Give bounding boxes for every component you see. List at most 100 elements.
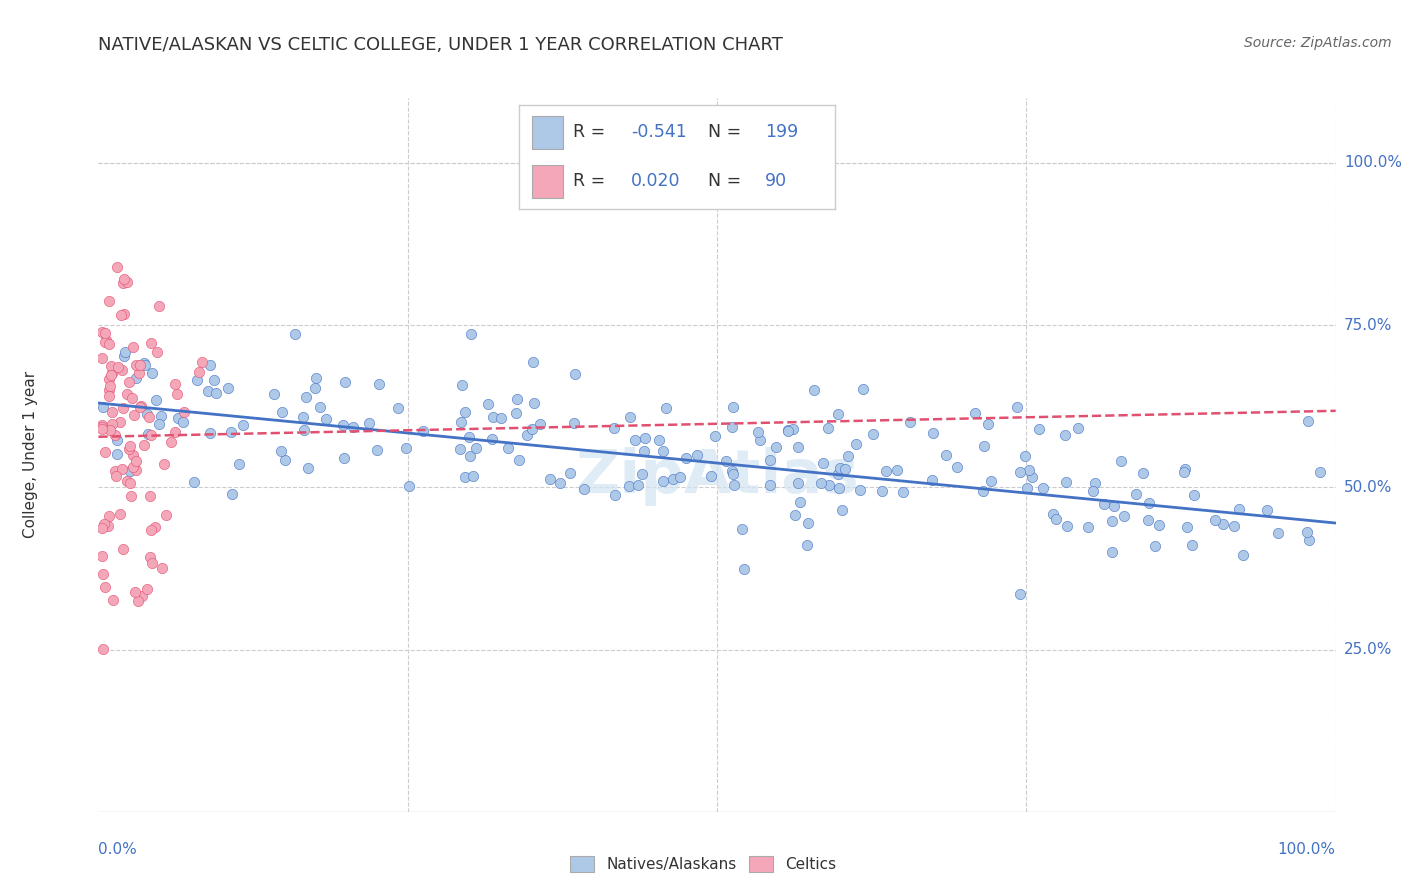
Point [217,381,239,395]
Point [1092,497,1115,511]
Point [297,461,319,475]
Point [104,464,127,478]
Point [450,415,472,429]
Point [91,351,114,365]
Point [108,415,131,429]
Point [101,417,124,431]
Point [387,401,409,415]
Point [1309,466,1331,480]
Point [124,463,146,477]
Point [482,410,505,425]
Point [308,400,330,414]
Point [104,427,127,442]
Point [1125,487,1147,501]
Text: 25.0%: 25.0% [1344,642,1392,657]
Point [98,508,121,523]
Point [631,467,654,481]
Point [505,406,527,420]
Point [108,507,131,521]
Point [1112,508,1135,523]
Point [359,416,381,430]
Point [148,417,170,432]
Point [118,476,141,491]
Point [837,449,859,463]
Point [191,355,214,369]
Point [112,272,135,286]
Point [91,567,114,582]
Text: ZipAtlas: ZipAtlas [575,447,859,506]
Point [104,469,127,483]
Point [1028,422,1050,436]
Point [115,387,138,401]
Point [127,594,149,608]
Point [675,451,697,466]
Point [122,340,145,354]
Point [1045,512,1067,526]
Point [1267,525,1289,540]
Point [263,387,285,401]
Point [342,420,364,434]
Point [1132,466,1154,480]
Point [460,327,482,342]
Point [496,441,519,455]
Point [1147,518,1170,533]
Point [153,457,176,471]
Text: 50.0%: 50.0% [1344,480,1392,495]
Point [973,439,995,453]
Point [845,437,868,451]
Point [748,433,770,447]
Point [295,390,318,404]
Point [1077,519,1099,533]
Point [145,392,167,407]
Point [827,467,849,481]
Point [562,417,585,431]
Point [654,401,676,416]
Point [274,453,297,467]
Point [232,417,254,432]
Legend: Natives/Alaskans, Celtics: Natives/Alaskans, Celtics [562,848,844,880]
Point [1204,513,1226,527]
Point [91,326,114,340]
Point [112,349,135,363]
Point [105,433,128,447]
Point [1184,488,1206,502]
Point [1298,414,1320,428]
Point [560,466,582,480]
Point [91,521,114,535]
Point [1067,421,1090,435]
Point [111,362,134,376]
Point [758,452,780,467]
Point [197,384,219,398]
Point [332,417,354,432]
Point [1296,525,1319,540]
Point [270,444,292,458]
Point [284,326,307,341]
Point [1174,462,1197,476]
Point [522,355,544,369]
Point [1137,496,1160,510]
Point [139,427,162,442]
Text: 100.0%: 100.0% [1344,155,1402,170]
Point [1021,469,1043,483]
Point [333,376,356,390]
Point [721,419,744,434]
Point [186,373,208,387]
Point [118,442,141,456]
Point [747,425,769,440]
Point [765,441,787,455]
Point [758,477,780,491]
Point [94,334,117,349]
Point [633,443,655,458]
Point [733,562,755,576]
Point [786,476,808,491]
Point [111,401,134,415]
Point [1084,476,1107,491]
Point [97,518,120,533]
Point [368,376,391,391]
Point [935,448,957,462]
Point [97,294,120,309]
Point [1042,507,1064,521]
Point [723,467,745,482]
Point [700,469,723,483]
Point [1056,519,1078,533]
